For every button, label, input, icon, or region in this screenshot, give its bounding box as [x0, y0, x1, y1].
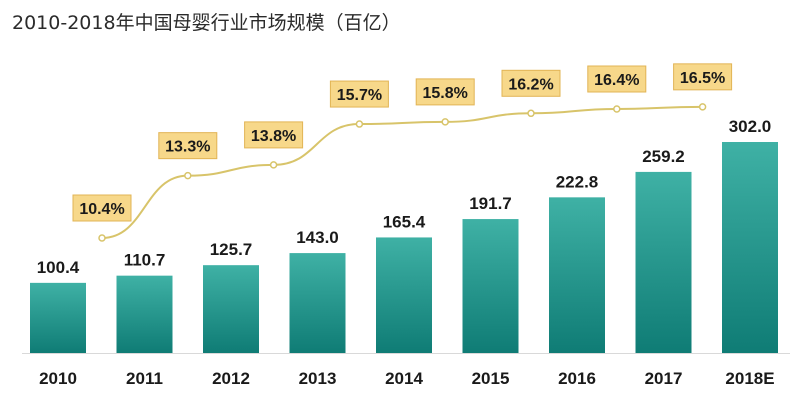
bar-2016: [549, 197, 605, 353]
growth-rate-label: 13.3%: [165, 139, 210, 156]
category-label: 2016: [558, 369, 596, 388]
growth-badge-box: [72, 194, 132, 222]
bar-value-label: 191.7: [469, 194, 512, 213]
growth-badges-layer: 10.4% 13.3% 13.8% 15.7% 15.8% 16.2% 16.4% 16.5%: [72, 63, 733, 222]
growth-badge: 13.3%: [158, 132, 218, 160]
growth-badge: 15.7%: [329, 80, 389, 108]
growth-rate-label: 15.7%: [337, 87, 382, 104]
growth-rate-label: 16.2%: [508, 76, 553, 93]
category-label: 2010: [39, 369, 77, 388]
category-label: 2011: [126, 369, 163, 388]
growth-point: [527, 109, 535, 118]
growth-badge-box: [329, 80, 389, 108]
growth-badge-box: [587, 65, 647, 93]
growth-point: [98, 234, 106, 242]
bar-2014: [376, 237, 432, 353]
growth-badge-box: [501, 69, 561, 97]
growth-rate-label: 16.5%: [680, 70, 725, 87]
growth-point: [355, 120, 364, 128]
growth-rate-label: 16.4%: [594, 72, 639, 89]
bar-2010: [30, 282, 86, 353]
growth-point: [441, 118, 449, 126]
growth-point: [184, 171, 192, 180]
growth-point: [698, 103, 707, 111]
bar-2012: [203, 265, 259, 353]
growth-badge-box: [158, 132, 218, 160]
bar-value-label: 143.0: [296, 228, 339, 247]
category-label: 2013: [299, 369, 337, 388]
growth-rate-label: 13.8%: [251, 128, 296, 145]
growth-badge: 13.8%: [244, 121, 304, 149]
bars-layer: [30, 142, 778, 353]
bar-2011: [116, 275, 173, 353]
bar-value-label: 100.4: [37, 258, 80, 277]
category-labels-layer: 2010 2011 2012 2013 2014 2015 2016 2017 2018E: [39, 369, 775, 388]
growth-badge: 16.4%: [587, 65, 647, 93]
growth-badge-box: [415, 78, 475, 106]
category-label: 2015: [472, 369, 510, 388]
chart-title: 2010-2018年中国母婴行业市场规模（百亿）: [12, 12, 401, 34]
growth-point: [613, 105, 621, 113]
bar-value-label: 222.8: [556, 172, 599, 191]
growth-point: [269, 161, 278, 169]
category-label: 2017: [645, 369, 683, 388]
bar-value-label: 165.4: [383, 212, 426, 231]
category-label: 2018E: [725, 369, 774, 388]
value-labels-layer: 100.4 110.7 125.7 143.0 165.4 191.7 222.8 259.2…: [37, 117, 772, 277]
growth-badge: 16.5%: [673, 63, 733, 91]
bar-2017: [635, 171, 692, 353]
bar-2015: [462, 219, 519, 353]
bar-value-label: 259.2: [642, 147, 685, 166]
growth-badge: 16.2%: [501, 69, 561, 97]
growth-rate-label: 10.4%: [79, 201, 124, 218]
bar-value-label: 302.0: [729, 117, 772, 136]
bar-2018E: [722, 142, 778, 353]
growth-rate-label: 15.8%: [423, 85, 468, 102]
bar-value-label: 110.7: [124, 251, 166, 270]
bar-2013: [289, 253, 346, 353]
growth-badge-box: [244, 121, 304, 149]
growth-badge: 15.8%: [415, 78, 475, 106]
growth-points-layer: [98, 103, 707, 242]
bar-value-label: 125.7: [210, 240, 253, 259]
growth-badge-box: [673, 63, 733, 91]
growth-badge: 10.4%: [72, 194, 132, 222]
category-label: 2012: [212, 369, 250, 388]
category-label: 2014: [385, 369, 423, 388]
